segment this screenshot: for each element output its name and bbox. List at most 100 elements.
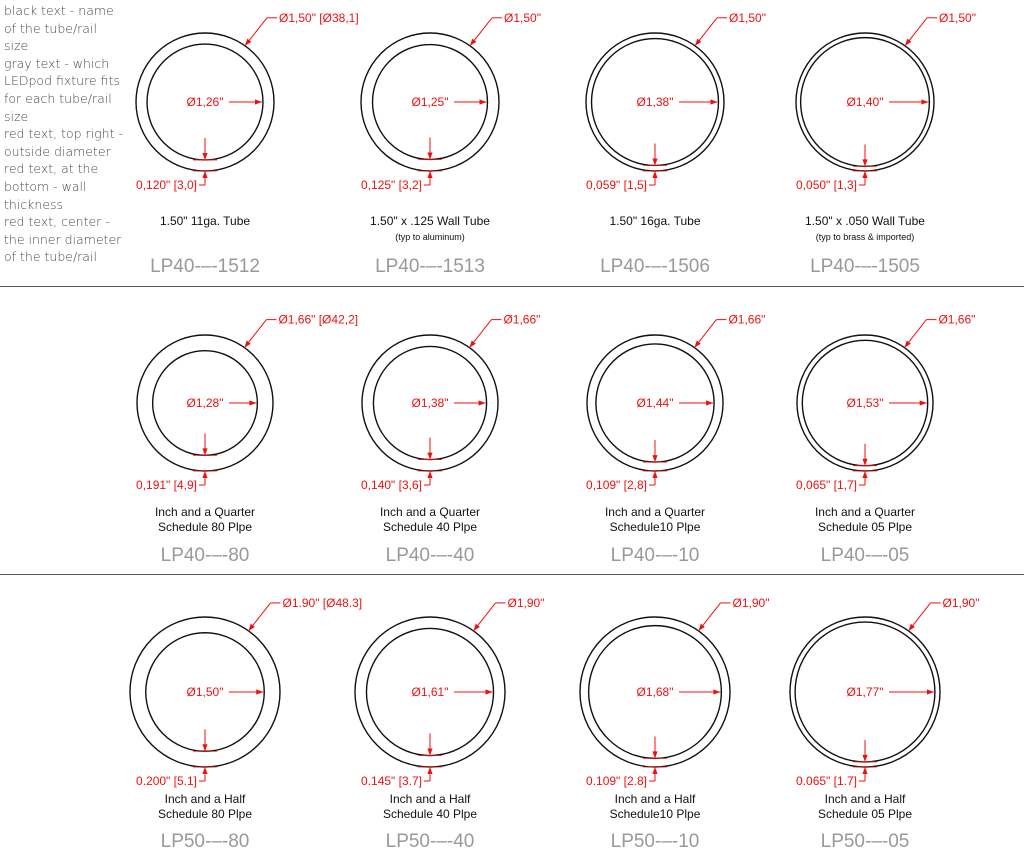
wall-arrowhead — [202, 152, 208, 160]
od-arrowhead — [469, 340, 476, 348]
row-divider — [0, 286, 1024, 287]
legend-line: red text, center - — [4, 214, 110, 230]
legend-line: for each tube/rail — [4, 90, 112, 106]
wall-arrowhead — [427, 171, 433, 178]
legend-line: of the tube/rail — [4, 20, 97, 36]
legend-line: thickness — [4, 196, 64, 212]
wall-arrowhead — [427, 748, 433, 756]
legend-line: black text - name — [4, 3, 114, 18]
id-arrowhead — [485, 689, 493, 695]
wall-arrowhead — [652, 455, 658, 463]
inner-diameter-label: Ø1,50" — [187, 685, 224, 699]
tube-name-label: Inch and a Quarter — [815, 505, 915, 519]
tube-name-label: Schedule10 Plpe — [610, 520, 701, 534]
tube-name-label: 1.50" x .050 Wall Tube — [805, 214, 925, 228]
wall-arrowhead — [202, 448, 208, 456]
id-arrowhead — [479, 99, 487, 105]
tube-note-label: (typ to brass & imported) — [816, 232, 915, 242]
tube-name-label: 1.50" 11ga. Tube — [160, 214, 250, 228]
fixture-part-number: LP40-–-40 — [386, 545, 475, 566]
tube-name-label: Schedule 40 Plpe — [383, 520, 477, 534]
od-arrowhead — [695, 38, 702, 46]
legend-line: red text, at the — [4, 161, 99, 177]
outside-diameter-label: Ø1,90" — [943, 596, 980, 610]
inner-diameter-label: Ø1,25" — [412, 95, 449, 109]
fixture-part-number: LP40-–-05 — [821, 545, 910, 566]
id-arrowhead — [249, 400, 257, 406]
tube-name-label: Inch and a Quarter — [155, 505, 255, 519]
legend-line: size — [4, 108, 29, 124]
wall-arrowhead — [862, 754, 868, 762]
inner-diameter-label: Ø1,53" — [847, 396, 884, 410]
od-arrowhead — [245, 38, 252, 46]
tube-name-label: Inch and a Half — [615, 792, 696, 806]
inner-diameter-label: Ø1,38" — [412, 396, 449, 410]
fixture-part-number: LP40-–-1506 — [600, 256, 710, 277]
outside-diameter-label: Ø1,90" — [508, 596, 545, 610]
wall-thickness-label: 0,191" [4,9] — [136, 478, 197, 492]
outside-diameter-label: Ø1,50" [Ø38,1] — [279, 11, 359, 25]
inner-diameter-label: Ø1,68" — [637, 685, 674, 699]
wall-arrowhead — [652, 751, 658, 759]
id-arrowhead — [706, 400, 714, 406]
wall-arrowhead — [427, 452, 433, 460]
wall-arrowhead — [202, 767, 208, 774]
outside-diameter-label: Ø1,50" — [939, 11, 976, 25]
wall-thickness-label: 0.109" [2.8] — [586, 774, 647, 788]
tube-name-label: Schedule 40 Plpe — [383, 807, 477, 821]
fixture-part-number: LP50-–-10 — [611, 831, 700, 852]
od-arrowhead — [698, 623, 705, 631]
wall-thickness-label: 0,050" [1,3] — [796, 178, 857, 192]
tube-name-label: 1.50" 16ga. Tube — [609, 214, 700, 228]
wall-arrowhead — [862, 171, 868, 178]
tube-name-label: Inch and a Half — [165, 792, 246, 806]
outside-diameter-label: Ø1,66" — [503, 313, 540, 327]
fixture-part-number: LP40-–-1512 — [150, 256, 260, 277]
id-arrowhead — [254, 99, 262, 105]
fixture-part-number: LP40-–-1505 — [810, 256, 920, 277]
inner-diameter-label: Ø1,77" — [847, 685, 884, 699]
wall-arrowhead — [862, 458, 868, 466]
wall-thickness-label: 0,125" [3,2] — [361, 178, 422, 192]
legend-line: size — [4, 38, 29, 54]
wall-thickness-label: 0,109" [2,8] — [586, 478, 647, 492]
wall-arrowhead — [652, 171, 658, 178]
wall-arrowhead — [862, 767, 868, 774]
legend-line: red text, top right - — [4, 126, 123, 142]
fixture-part-number: LP40-–-10 — [611, 545, 700, 566]
fixture-part-number: LP40-–-80 — [161, 545, 250, 566]
outside-diameter-label: Ø1,66" — [938, 313, 975, 327]
inner-diameter-label: Ø1,44" — [637, 396, 674, 410]
tube-name-label: Schedule10 Plpe — [610, 807, 701, 821]
inner-diameter-label: Ø1,61" — [412, 685, 449, 699]
id-arrowhead — [919, 400, 927, 406]
legend-line: LEDpod fixture fits — [4, 73, 120, 89]
od-arrowhead — [473, 623, 480, 631]
legend-line: outside diameter — [4, 143, 111, 159]
od-arrowhead — [694, 340, 701, 348]
tube-name-label: Inch and a Quarter — [605, 505, 705, 519]
id-arrowhead — [710, 99, 718, 105]
od-arrowhead — [905, 38, 912, 46]
wall-arrowhead — [652, 471, 658, 478]
tube-name-label: Inch and a Half — [825, 792, 906, 806]
id-arrowhead — [713, 689, 721, 695]
wall-thickness-label: 0.200" [5.1] — [136, 774, 197, 788]
od-arrowhead — [908, 623, 915, 631]
id-arrowhead — [478, 400, 486, 406]
tube-name-label: Schedule 05 Plpe — [818, 807, 912, 821]
outside-diameter-label: Ø1,66" [Ø42,2] — [278, 313, 358, 327]
id-arrowhead — [256, 689, 264, 695]
wall-arrowhead — [427, 767, 433, 774]
tube-name-label: Schedule 05 Plpe — [818, 520, 912, 534]
tube-note-label: (typ to aluminum) — [395, 232, 465, 242]
inner-diameter-label: Ø1,26" — [187, 95, 224, 109]
row-divider — [0, 574, 1024, 575]
wall-arrowhead — [652, 158, 658, 166]
legend-line: of the tube/rail — [4, 249, 97, 265]
tube-name-label: Inch and a Half — [390, 792, 471, 806]
wall-arrowhead — [862, 159, 868, 167]
wall-arrowhead — [202, 744, 208, 752]
outside-diameter-label: Ø1.90" [Ø48.3] — [283, 596, 363, 610]
